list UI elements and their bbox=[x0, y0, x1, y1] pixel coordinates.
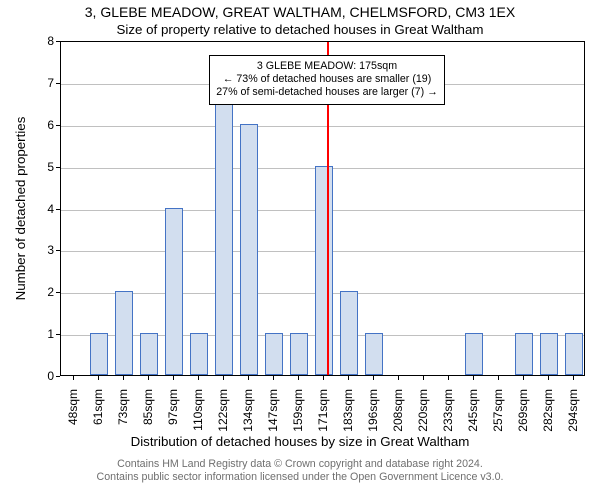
ytick-mark bbox=[56, 83, 60, 84]
xtick-mark bbox=[348, 376, 349, 380]
xtick-label: 282sqm bbox=[541, 389, 555, 439]
chart-title-line2: Size of property relative to detached ho… bbox=[0, 22, 600, 37]
xtick-mark bbox=[573, 376, 574, 380]
footer-line2: Contains public sector information licen… bbox=[0, 471, 600, 484]
bar bbox=[190, 333, 208, 375]
xtick-mark bbox=[523, 376, 524, 380]
chart-title-line1: 3, GLEBE MEADOW, GREAT WALTHAM, CHELMSFO… bbox=[0, 4, 600, 20]
y-axis-label: Number of detached properties bbox=[13, 41, 28, 376]
footer-line1: Contains HM Land Registry data © Crown c… bbox=[0, 458, 600, 471]
xtick-label: 97sqm bbox=[166, 389, 180, 439]
ytick-mark bbox=[56, 125, 60, 126]
xtick-mark bbox=[373, 376, 374, 380]
ytick-mark bbox=[56, 209, 60, 210]
bar bbox=[540, 333, 558, 375]
bar bbox=[140, 333, 158, 375]
xtick-label: 171sqm bbox=[316, 389, 330, 439]
plot-area: 3 GLEBE MEADOW: 175sqm← 73% of detached … bbox=[60, 41, 585, 376]
ytick-label: 1 bbox=[34, 327, 54, 341]
xtick-label: 110sqm bbox=[191, 389, 205, 439]
xtick-label: 183sqm bbox=[341, 389, 355, 439]
xtick-mark bbox=[448, 376, 449, 380]
bar bbox=[515, 333, 533, 375]
xtick-mark bbox=[548, 376, 549, 380]
xtick-label: 196sqm bbox=[366, 389, 380, 439]
xtick-label: 147sqm bbox=[266, 389, 280, 439]
xtick-mark bbox=[123, 376, 124, 380]
bar bbox=[215, 82, 233, 375]
ytick-label: 5 bbox=[34, 160, 54, 174]
xtick-label: 269sqm bbox=[516, 389, 530, 439]
ytick-mark bbox=[56, 376, 60, 377]
xtick-label: 257sqm bbox=[491, 389, 505, 439]
ytick-mark bbox=[56, 41, 60, 42]
xtick-label: 61sqm bbox=[91, 389, 105, 439]
bar bbox=[315, 166, 333, 375]
xtick-mark bbox=[473, 376, 474, 380]
bar bbox=[290, 333, 308, 375]
xtick-mark bbox=[198, 376, 199, 380]
xtick-label: 220sqm bbox=[416, 389, 430, 439]
bar bbox=[340, 291, 358, 375]
ytick-label: 3 bbox=[34, 243, 54, 257]
xtick-label: 122sqm bbox=[216, 389, 230, 439]
bar bbox=[365, 333, 383, 375]
ytick-mark bbox=[56, 250, 60, 251]
xtick-mark bbox=[223, 376, 224, 380]
xtick-label: 233sqm bbox=[441, 389, 455, 439]
xtick-label: 73sqm bbox=[116, 389, 130, 439]
xtick-mark bbox=[323, 376, 324, 380]
xtick-mark bbox=[148, 376, 149, 380]
bar bbox=[465, 333, 483, 375]
bar bbox=[90, 333, 108, 375]
ytick-mark bbox=[56, 167, 60, 168]
xtick-label: 208sqm bbox=[391, 389, 405, 439]
annotation-line: 3 GLEBE MEADOW: 175sqm bbox=[216, 60, 438, 73]
xtick-mark bbox=[73, 376, 74, 380]
ytick-mark bbox=[56, 292, 60, 293]
bar bbox=[565, 333, 583, 375]
xtick-mark bbox=[498, 376, 499, 380]
xtick-label: 134sqm bbox=[241, 389, 255, 439]
annotation-line: 27% of semi-detached houses are larger (… bbox=[216, 86, 438, 99]
xtick-mark bbox=[98, 376, 99, 380]
xtick-label: 294sqm bbox=[566, 389, 580, 439]
xtick-mark bbox=[298, 376, 299, 380]
xtick-mark bbox=[423, 376, 424, 380]
xtick-label: 48sqm bbox=[66, 389, 80, 439]
xtick-label: 85sqm bbox=[141, 389, 155, 439]
ytick-label: 4 bbox=[34, 202, 54, 216]
bar bbox=[115, 291, 133, 375]
ytick-mark bbox=[56, 334, 60, 335]
xtick-mark bbox=[173, 376, 174, 380]
footer-attribution: Contains HM Land Registry data © Crown c… bbox=[0, 458, 600, 485]
ytick-label: 0 bbox=[34, 369, 54, 383]
xtick-mark bbox=[273, 376, 274, 380]
bar bbox=[240, 124, 258, 375]
ytick-label: 8 bbox=[34, 34, 54, 48]
xtick-mark bbox=[248, 376, 249, 380]
bar bbox=[265, 333, 283, 375]
xtick-mark bbox=[398, 376, 399, 380]
xtick-label: 245sqm bbox=[466, 389, 480, 439]
gridline bbox=[61, 126, 584, 127]
xtick-label: 159sqm bbox=[291, 389, 305, 439]
ytick-label: 7 bbox=[34, 76, 54, 90]
ytick-label: 6 bbox=[34, 118, 54, 132]
bar bbox=[165, 208, 183, 376]
ytick-label: 2 bbox=[34, 285, 54, 299]
annotation-line: ← 73% of detached houses are smaller (19… bbox=[216, 73, 438, 86]
annotation-box: 3 GLEBE MEADOW: 175sqm← 73% of detached … bbox=[209, 55, 445, 105]
